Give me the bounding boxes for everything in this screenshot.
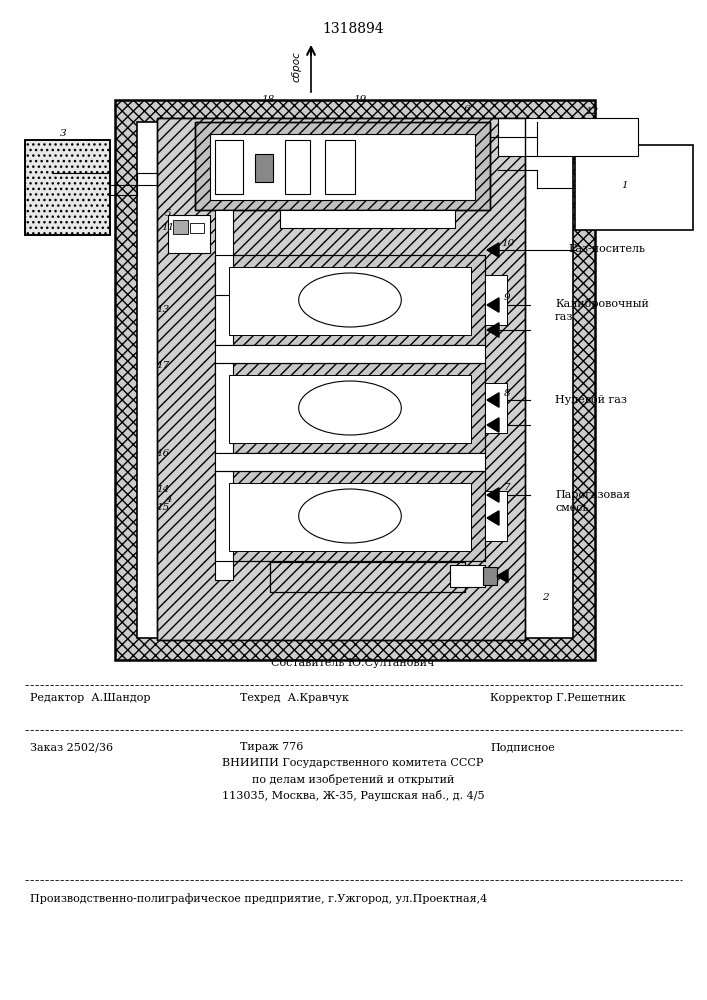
Bar <box>280 210 455 228</box>
Polygon shape <box>487 323 499 337</box>
Text: 6: 6 <box>464 105 470 114</box>
Text: сброс: сброс <box>292 52 302 82</box>
Bar <box>157 118 525 640</box>
Polygon shape <box>487 418 499 432</box>
Text: Калибровочный: Калибровочный <box>555 298 649 309</box>
Text: 14: 14 <box>156 486 170 494</box>
Bar <box>215 345 485 363</box>
Bar <box>450 565 485 587</box>
Text: Корректор Г.Решетник: Корректор Г.Решетник <box>490 693 626 703</box>
Text: 17: 17 <box>156 360 170 369</box>
Text: 113035, Москва, Ж-35, Раушская наб., д. 4/5: 113035, Москва, Ж-35, Раушская наб., д. … <box>222 790 484 801</box>
Bar <box>483 567 497 585</box>
Text: 19: 19 <box>354 96 367 104</box>
Bar <box>215 363 485 453</box>
Bar <box>137 122 573 638</box>
Bar <box>157 118 525 640</box>
Bar <box>215 255 485 345</box>
Bar <box>215 210 233 295</box>
Text: 10: 10 <box>501 238 515 247</box>
Bar <box>215 255 233 580</box>
Text: смесь: смесь <box>555 503 588 513</box>
Text: 1: 1 <box>621 180 629 190</box>
Bar <box>270 562 465 592</box>
Polygon shape <box>497 569 508 583</box>
Text: Производственно-полиграфическое предприятие, г.Ужгород, ул.Проектная,4: Производственно-полиграфическое предприя… <box>30 893 487 904</box>
Bar <box>229 267 471 335</box>
Text: 7: 7 <box>503 484 510 492</box>
Polygon shape <box>487 511 499 525</box>
Ellipse shape <box>298 489 402 543</box>
Bar <box>325 140 355 194</box>
Text: по делам изобретений и открытий: по делам изобретений и открытий <box>252 774 454 785</box>
Bar <box>215 471 485 561</box>
Bar <box>25 140 110 235</box>
Text: Газ-носитель: Газ-носитель <box>568 244 645 254</box>
Bar <box>270 562 465 592</box>
Text: 18: 18 <box>262 96 274 104</box>
Bar <box>25 140 110 235</box>
Text: 11: 11 <box>161 224 175 232</box>
Bar <box>190 223 204 233</box>
Ellipse shape <box>298 381 402 435</box>
Bar <box>168 215 210 253</box>
Bar <box>575 145 693 230</box>
Bar <box>498 118 638 156</box>
Polygon shape <box>487 243 499 257</box>
Bar <box>195 122 490 210</box>
Text: 15: 15 <box>156 502 170 512</box>
Bar <box>215 255 485 345</box>
Bar <box>485 491 507 541</box>
Polygon shape <box>487 298 499 312</box>
Bar <box>255 154 273 182</box>
Text: 12: 12 <box>585 107 599 116</box>
Text: Подписное: Подписное <box>490 742 555 752</box>
Text: 4: 4 <box>165 495 171 504</box>
Text: Редактор  А.Шандор: Редактор А.Шандор <box>30 693 151 703</box>
Text: 2: 2 <box>542 593 549 602</box>
Text: 3: 3 <box>59 128 66 137</box>
Text: Нулевой газ: Нулевой газ <box>555 395 627 405</box>
Bar <box>215 471 485 561</box>
Text: Тираж 776: Тираж 776 <box>240 742 303 752</box>
Text: 1318894: 1318894 <box>322 22 384 36</box>
Text: Заказ 2502/36: Заказ 2502/36 <box>30 742 113 752</box>
Polygon shape <box>487 393 499 407</box>
Text: 9: 9 <box>503 294 510 302</box>
Bar <box>215 140 243 194</box>
Bar <box>210 134 475 200</box>
Text: газ: газ <box>555 312 573 322</box>
Text: ВНИИПИ Государственного комитета СССР: ВНИИПИ Государственного комитета СССР <box>222 758 484 768</box>
Bar <box>215 363 485 453</box>
Bar <box>115 100 595 660</box>
Bar <box>485 275 507 325</box>
Text: 8: 8 <box>503 388 510 397</box>
Text: 13: 13 <box>156 306 170 314</box>
Text: 5: 5 <box>165 209 171 218</box>
Bar <box>173 220 188 234</box>
Text: Составитель Ю.Султанович: Составитель Ю.Султанович <box>271 658 435 668</box>
Bar <box>229 483 471 551</box>
Text: Техред  А.Кравчук: Техред А.Кравчук <box>240 693 349 703</box>
Polygon shape <box>487 488 499 502</box>
Bar <box>215 453 485 471</box>
Text: Парогазовая: Парогазовая <box>555 490 630 500</box>
Bar <box>229 375 471 443</box>
Text: 16: 16 <box>156 448 170 458</box>
Bar <box>485 383 507 433</box>
Bar <box>195 122 490 210</box>
Ellipse shape <box>298 273 402 327</box>
Bar <box>285 140 310 194</box>
